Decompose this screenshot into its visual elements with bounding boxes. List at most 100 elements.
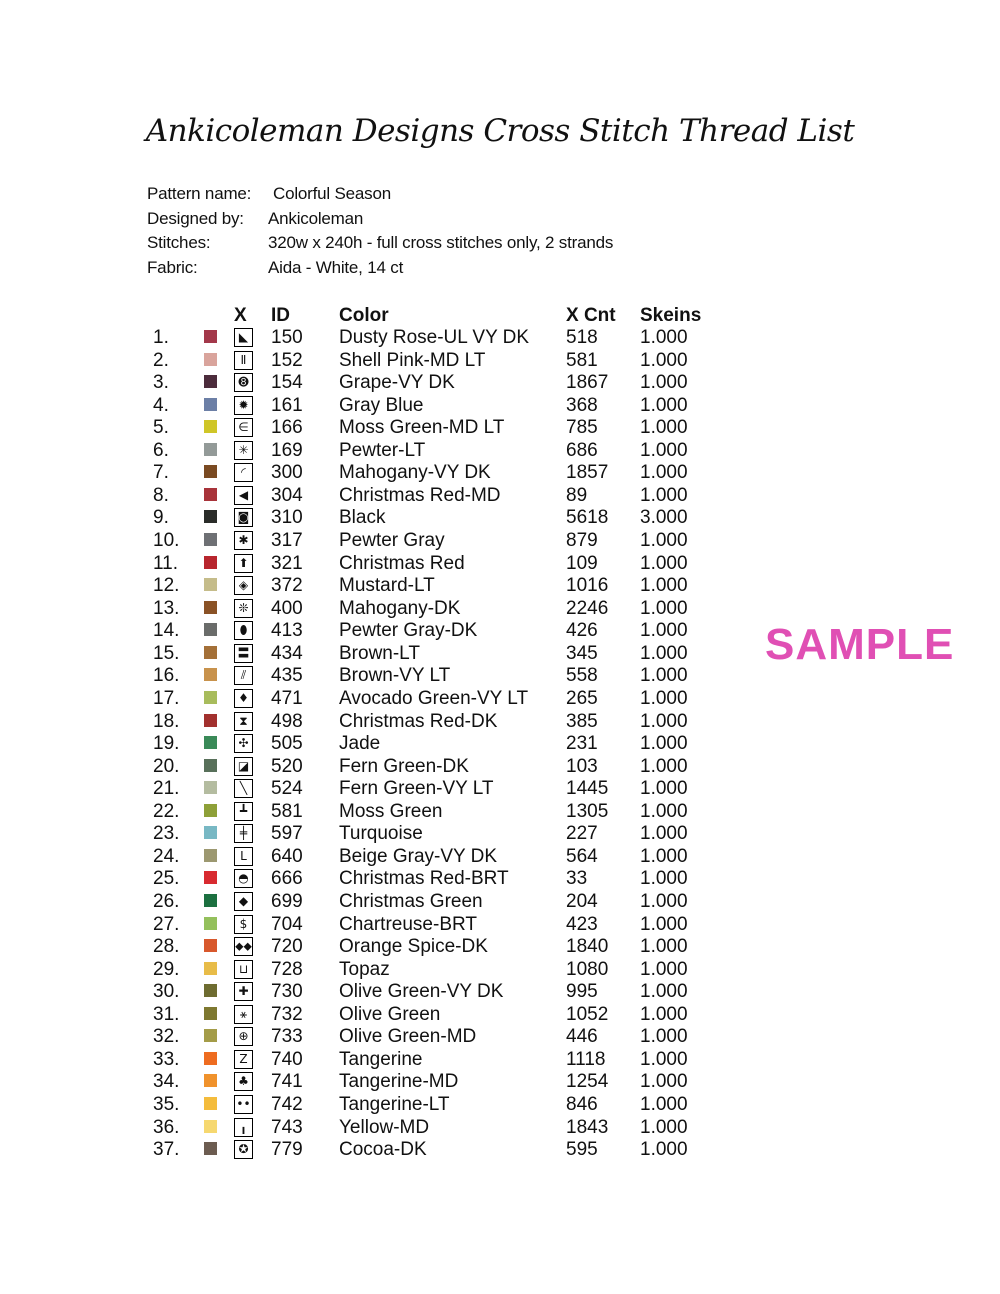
stitch-count: 1254	[566, 1071, 609, 1093]
stitch-count: 1052	[566, 1003, 609, 1025]
table-row: 19. ✣ 505 Jade 231 1.000	[0, 733, 1000, 755]
stitch-count: 846	[566, 1094, 598, 1116]
stitch-symbol-icon: Z	[234, 1049, 253, 1069]
stitch-symbol-icon: ⧗	[234, 711, 253, 731]
thread-id: 498	[271, 710, 303, 732]
table-row: 2. Ⅱ 152 Shell Pink-MD LT 581 1.000	[0, 350, 1000, 372]
thread-color-name: Olive Green-VY DK	[339, 981, 504, 1003]
color-swatch	[204, 826, 217, 840]
thread-id: 300	[271, 462, 303, 484]
color-swatch	[204, 894, 217, 907]
meta-label: Fabric:	[147, 257, 198, 277]
table-row: 5. ∈ 166 Moss Green-MD LT 785 1.000	[0, 417, 1000, 439]
thread-id: 310	[271, 507, 303, 529]
stitch-count: 1867	[566, 372, 609, 394]
stitch-symbol-icon: ✚	[234, 982, 253, 1002]
skeins: 1.000	[640, 913, 688, 935]
stitch-symbol-icon: ✹	[234, 395, 253, 415]
table-row: 28. ⬥⬥ 720 Orange Spice-DK 1840 1.000	[0, 936, 1000, 958]
row-number: 37.	[153, 1139, 180, 1161]
stitch-symbol-icon: ⬮	[234, 621, 253, 641]
meta-value: Ankicoleman	[268, 208, 364, 228]
thread-color-name: Fern Green-VY LT	[339, 778, 494, 800]
thread-color-name: Mahogany-VY DK	[339, 462, 491, 484]
thread-color-name: Brown-VY LT	[339, 665, 451, 687]
thread-id: 666	[271, 868, 303, 890]
color-swatch	[204, 533, 217, 547]
stitch-count: 89	[566, 484, 588, 506]
thread-color-name: Tangerine-LT	[339, 1094, 450, 1116]
row-number: 27.	[153, 913, 180, 935]
skeins: 3.000	[640, 507, 688, 529]
row-number: 36.	[153, 1116, 180, 1138]
thread-id: 740	[271, 1048, 303, 1070]
stitch-count: 686	[566, 439, 598, 461]
meta-value: Colorful Season	[273, 184, 391, 203]
thread-color-name: Mahogany-DK	[339, 597, 461, 619]
thread-id: 169	[271, 439, 303, 461]
table-row: 9. ◙ 310 Black 5618 3.000	[0, 507, 1000, 529]
meta-value: 320w x 240h - full cross stitches only, …	[268, 233, 614, 252]
stitch-count: 1857	[566, 462, 609, 484]
row-number: 31.	[153, 1003, 180, 1025]
thread-color-name: Christmas Red	[339, 552, 465, 574]
color-swatch	[204, 961, 217, 975]
thread-id: 372	[271, 575, 303, 597]
thread-id: 640	[271, 845, 303, 867]
stitch-symbol-icon: ◜	[234, 463, 253, 483]
row-number: 25.	[153, 868, 180, 890]
thread-id: 154	[271, 372, 303, 394]
thread-id: 321	[271, 552, 303, 574]
table-row: 24. L 640 Beige Gray-VY DK 564 1.000	[0, 846, 1000, 868]
stitch-symbol-icon: ╲	[234, 779, 253, 799]
stitch-symbol-icon: ╪	[234, 824, 253, 844]
stitch-count: 1843	[566, 1116, 609, 1138]
row-number: 18.	[153, 710, 180, 732]
skeins: 1.000	[640, 981, 688, 1003]
stitch-count: 1118	[566, 1048, 606, 1070]
stitch-count: 2246	[566, 597, 609, 619]
stitch-symbol-icon: ◓	[234, 869, 253, 889]
skeins: 1.000	[640, 484, 688, 506]
thread-color-name: Tangerine-MD	[339, 1071, 459, 1093]
thread-color-name: Pewter Gray	[339, 530, 445, 552]
row-number: 29.	[153, 958, 180, 980]
thread-color-name: Christmas Red-DK	[339, 710, 498, 732]
thread-color-name: Christmas Red-MD	[339, 484, 501, 506]
stitch-count: 1080	[566, 958, 609, 980]
stitch-count: 1016	[566, 575, 609, 597]
thread-color-name: Black	[339, 507, 386, 529]
stitch-symbol-icon: ✪	[234, 1140, 253, 1160]
thread-color-name: Avocado Green-VY LT	[339, 687, 529, 709]
row-number: 11.	[153, 552, 179, 574]
table-row: 17. ♦ 471 Avocado Green-VY LT 265 1.000	[0, 688, 1000, 710]
color-swatch	[204, 1029, 217, 1043]
stitch-count: 581	[566, 349, 598, 371]
row-number: 15.	[153, 642, 180, 664]
table-row: 14. ⬮ 413 Pewter Gray-DK 426 1.000	[0, 620, 1000, 642]
thread-color-name: Christmas Green	[339, 891, 483, 912]
stitch-count: 385	[566, 710, 598, 732]
stitch-symbol-icon: ••	[234, 1095, 253, 1115]
color-swatch	[204, 1051, 217, 1065]
stitch-count: 204	[566, 891, 598, 912]
row-number: 33.	[153, 1048, 180, 1070]
row-number: 35.	[153, 1094, 180, 1116]
thread-id: 434	[271, 642, 303, 664]
skeins: 1.000	[640, 1003, 688, 1025]
color-swatch	[204, 848, 217, 862]
color-swatch	[204, 781, 217, 795]
color-swatch	[204, 578, 217, 592]
table-row: 35. •• 742 Tangerine-LT 846 1.000	[0, 1094, 1000, 1116]
table-row: 20. ◪ 520 Fern Green-DK 103 1.000	[0, 756, 1000, 778]
row-number: 19.	[153, 733, 180, 755]
color-swatch	[204, 330, 217, 343]
stitch-count: 785	[566, 417, 598, 439]
table-row: 8. ◀ 304 Christmas Red-MD 89 1.000	[0, 485, 1000, 507]
stitch-count: 564	[566, 845, 598, 867]
stitch-symbol-icon: ♣	[234, 1072, 253, 1092]
skeins: 1.000	[640, 1071, 688, 1093]
thread-color-name: Shell Pink-MD LT	[339, 349, 486, 371]
sample-watermark: SAMPLE	[765, 620, 955, 669]
color-swatch	[204, 1074, 217, 1088]
